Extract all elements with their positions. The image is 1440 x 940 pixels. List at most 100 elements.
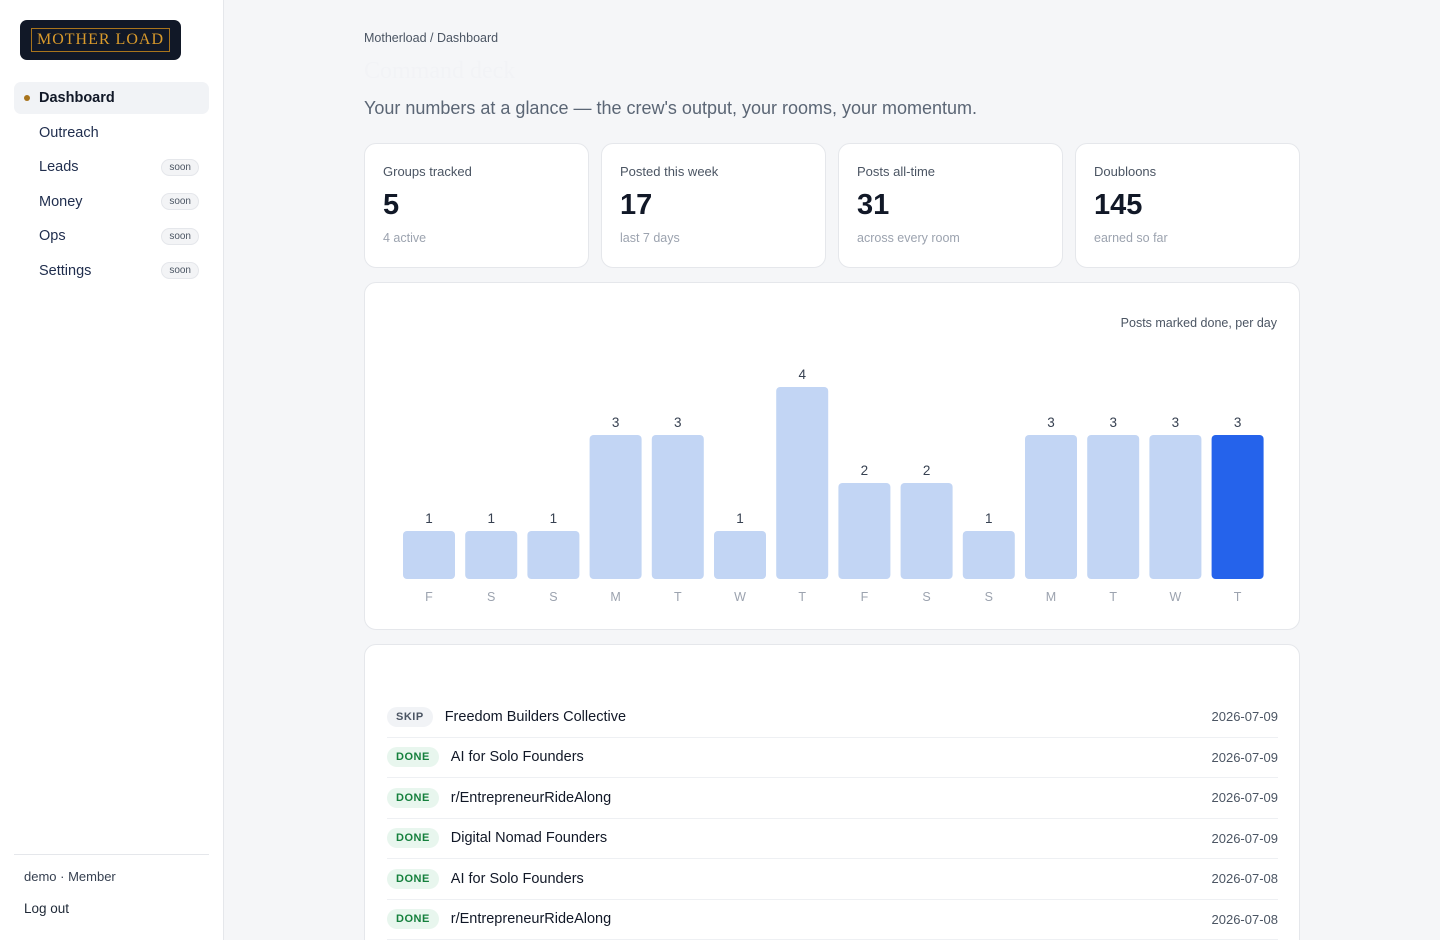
group-name: Digital Nomad Founders	[450, 830, 608, 847]
chart-bar	[465, 531, 518, 579]
activity-row[interactable]: SKIP Freedom Builders Collective 2026-07-0…	[387, 697, 1278, 738]
sidebar-item-label: Dashboard	[39, 90, 115, 106]
chart-bar	[651, 435, 704, 579]
stat-card-posted-week: Posted this week 17 last 7 days	[601, 143, 826, 268]
bar-value-label: 2	[923, 463, 931, 478]
stat-sub: 4 active	[383, 231, 427, 245]
x-tick-label: W	[734, 590, 746, 604]
bar-value-label: 2	[861, 463, 869, 478]
chart-bar	[1149, 435, 1202, 579]
activity-date: 2026-07-08	[1211, 911, 1279, 927]
stat-label: Posted this week	[620, 164, 719, 179]
breadcrumb: Motherload / Dashboard	[364, 31, 499, 45]
bar-chart: 1 F 1 S 1 S 3 M 3 T 1 W 4 T 2 F 2 S 1 S 3 M 3 T 3 W 3 T	[403, 367, 1264, 604]
x-tick-label: S	[922, 590, 930, 604]
x-tick-label: F	[425, 590, 433, 604]
stat-card-posts-all-time: Posts all-time 31 across every room	[838, 143, 1063, 268]
bar-value-label: 3	[1047, 415, 1055, 430]
sidebar-item-label: Settings	[39, 262, 92, 279]
sidebar-item-label: Leads	[39, 159, 79, 175]
user-info: demo · Member	[24, 869, 116, 884]
bar-value-label: 4	[798, 367, 806, 382]
activity-chart-card: Posts marked done, per day 1 F 1 S 1 S 3 M 3 T 1 W 4…	[364, 282, 1300, 630]
activity-row[interactable]: DONE r/EntrepreneurRideAlong 2026-07-08	[387, 900, 1278, 940]
page-title: Command deck	[364, 58, 516, 84]
activity-row[interactable]: DONE r/EntrepreneurRideAlong 2026-07-09	[387, 778, 1278, 819]
active-dot-icon	[24, 95, 30, 101]
sidebar-item-label: Ops	[39, 228, 66, 244]
bar-value-label: 1	[425, 511, 433, 526]
activity-row[interactable]: DONE AI for Solo Founders 2026-07-09	[387, 738, 1279, 778]
activity-date: 2026-07-09	[1211, 709, 1279, 725]
brand-logo[interactable]: MOTHER LOAD	[20, 20, 181, 60]
activity-row[interactable]: DONE Digital Nomad Founders 2026-07-09	[387, 819, 1279, 859]
soon-badge: soon	[161, 158, 199, 176]
chart-bar	[1211, 435, 1264, 579]
sidebar-item-settings[interactable]: Settings soon	[14, 255, 209, 287]
sidebar-item-leads[interactable]: Leads soon	[14, 151, 209, 183]
soon-badge: soon	[161, 227, 199, 245]
bar-value-label: 3	[1109, 415, 1117, 430]
stat-sub: earned so far	[1094, 231, 1168, 245]
stat-sub: last 7 days	[620, 231, 680, 245]
stat-value: 17	[620, 189, 653, 221]
x-tick-label: W	[1169, 590, 1181, 604]
stat-value: 145	[1094, 189, 1143, 221]
x-tick-label: T	[798, 590, 806, 604]
chart-bar	[714, 531, 766, 579]
bar-value-label: 1	[985, 511, 993, 526]
x-tick-label: S	[549, 590, 557, 604]
bar-value-label: 3	[1234, 415, 1242, 430]
sidebar-item-ops[interactable]: Ops soon	[14, 220, 209, 252]
activity-date: 2026-07-09	[1211, 749, 1279, 765]
group-name: r/EntrepreneurRideAlong	[450, 911, 612, 928]
stat-card-doubloons: Doubloons 145 earned so far	[1075, 143, 1300, 268]
x-tick-label: M	[1046, 590, 1056, 604]
stat-value: 5	[383, 189, 400, 221]
x-tick-label: S	[985, 590, 993, 604]
status-badge: DONE	[387, 828, 439, 849]
chart-bar	[838, 483, 891, 579]
sidebar-item-money[interactable]: Money soon	[14, 186, 209, 218]
chart-bar	[403, 531, 455, 579]
x-tick-label: S	[487, 590, 495, 604]
chart-bar	[1025, 435, 1077, 579]
group-name: AI for Solo Founders	[450, 749, 584, 766]
x-tick-label: F	[861, 590, 869, 604]
activity-date: 2026-07-09	[1211, 830, 1279, 846]
group-name: AI for Solo Founders	[450, 870, 584, 887]
page-subtitle: Your numbers at a glance — the crew's ou…	[364, 98, 978, 118]
bar-value-label: 1	[487, 511, 495, 526]
stat-label: Posts all-time	[857, 164, 936, 179]
stat-label: Groups tracked	[383, 164, 472, 179]
stat-card-groups: Groups tracked 5 4 active	[364, 143, 589, 268]
x-tick-label: M	[610, 590, 620, 604]
logo-wordmark: MOTHER LOAD	[31, 28, 170, 52]
bar-value-label: 3	[1172, 415, 1180, 430]
bar-value-label: 3	[612, 415, 620, 430]
logout-link[interactable]: Log out	[24, 901, 70, 916]
chart-bar	[776, 387, 829, 579]
activity-date: 2026-07-09	[1211, 790, 1279, 806]
chart-bar	[527, 531, 580, 579]
chart-caption: Posts marked done, per day	[1120, 316, 1277, 330]
status-badge: DONE	[387, 787, 439, 808]
status-badge: DONE	[387, 868, 439, 889]
x-tick-label: T	[674, 590, 682, 604]
bar-value-label: 1	[736, 511, 744, 526]
x-tick-label: T	[1109, 590, 1117, 604]
sidebar: MOTHER LOAD Dashboard Outreach Leads soo…	[0, 0, 224, 940]
soon-badge: soon	[161, 262, 199, 279]
bar-value-label: 3	[674, 415, 682, 430]
recent-activity-card: SKIP Freedom Builders Collective 2026-07-0…	[364, 644, 1300, 940]
sidebar-nav: Dashboard Outreach Leads soon Money soon…	[14, 82, 209, 289]
activity-list: SKIP Freedom Builders Collective 2026-07-0…	[387, 697, 1278, 940]
sidebar-item-dashboard[interactable]: Dashboard	[14, 82, 209, 114]
chart-bar	[962, 531, 1015, 579]
activity-row[interactable]: DONE AI for Solo Founders 2026-07-08	[387, 859, 1278, 900]
activity-date: 2026-07-08	[1211, 871, 1279, 887]
status-badge: DONE	[387, 747, 439, 768]
stat-label: Doubloons	[1094, 164, 1157, 179]
sidebar-divider	[14, 854, 209, 855]
sidebar-item-outreach[interactable]: Outreach	[14, 117, 209, 149]
